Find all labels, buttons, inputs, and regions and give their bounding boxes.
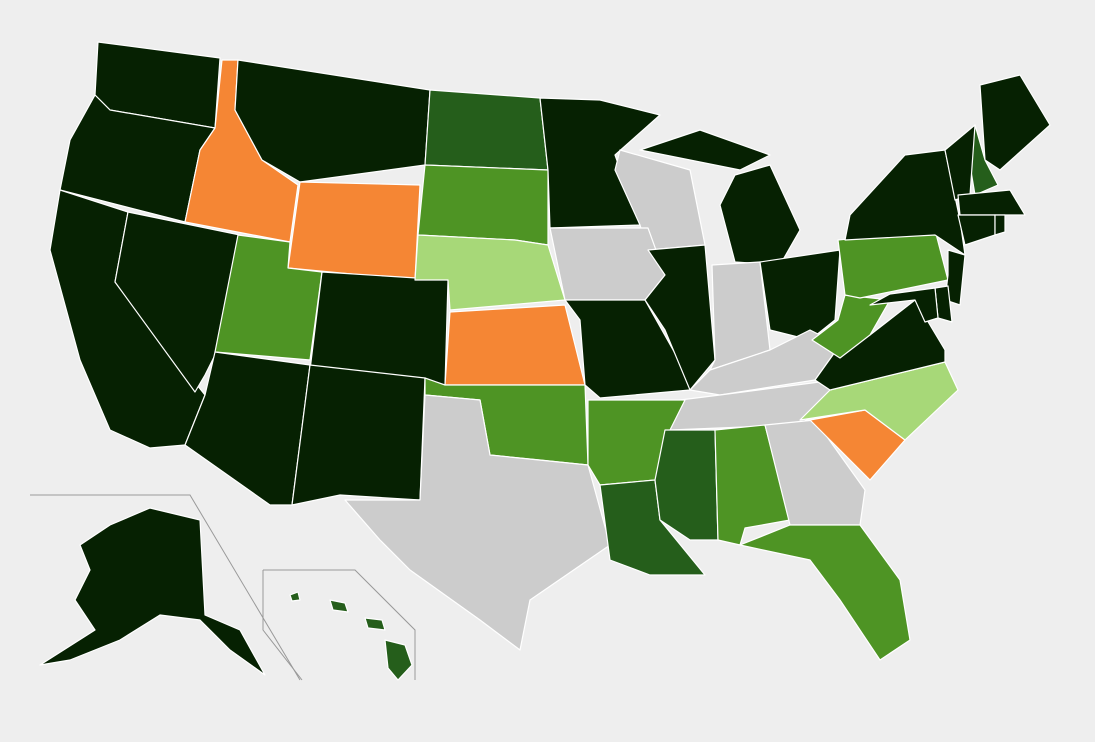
state	[291, 364, 426, 506]
state	[869, 287, 939, 323]
state	[759, 249, 841, 341]
state	[764, 419, 866, 526]
state	[739, 524, 911, 661]
state	[564, 299, 691, 399]
inset-border	[262, 570, 303, 681]
state	[39, 507, 266, 676]
inset-border	[263, 569, 416, 680]
state	[414, 234, 566, 311]
state	[844, 149, 966, 256]
state	[654, 429, 719, 541]
states	[39, 41, 1051, 681]
state	[994, 214, 1006, 236]
state	[417, 164, 549, 246]
state	[644, 244, 716, 391]
state	[344, 394, 611, 651]
state	[424, 89, 549, 171]
state	[444, 304, 586, 386]
state	[957, 189, 1026, 216]
state	[944, 249, 966, 306]
state	[979, 74, 1051, 171]
state	[289, 591, 413, 681]
state	[287, 181, 421, 281]
state	[549, 227, 666, 301]
